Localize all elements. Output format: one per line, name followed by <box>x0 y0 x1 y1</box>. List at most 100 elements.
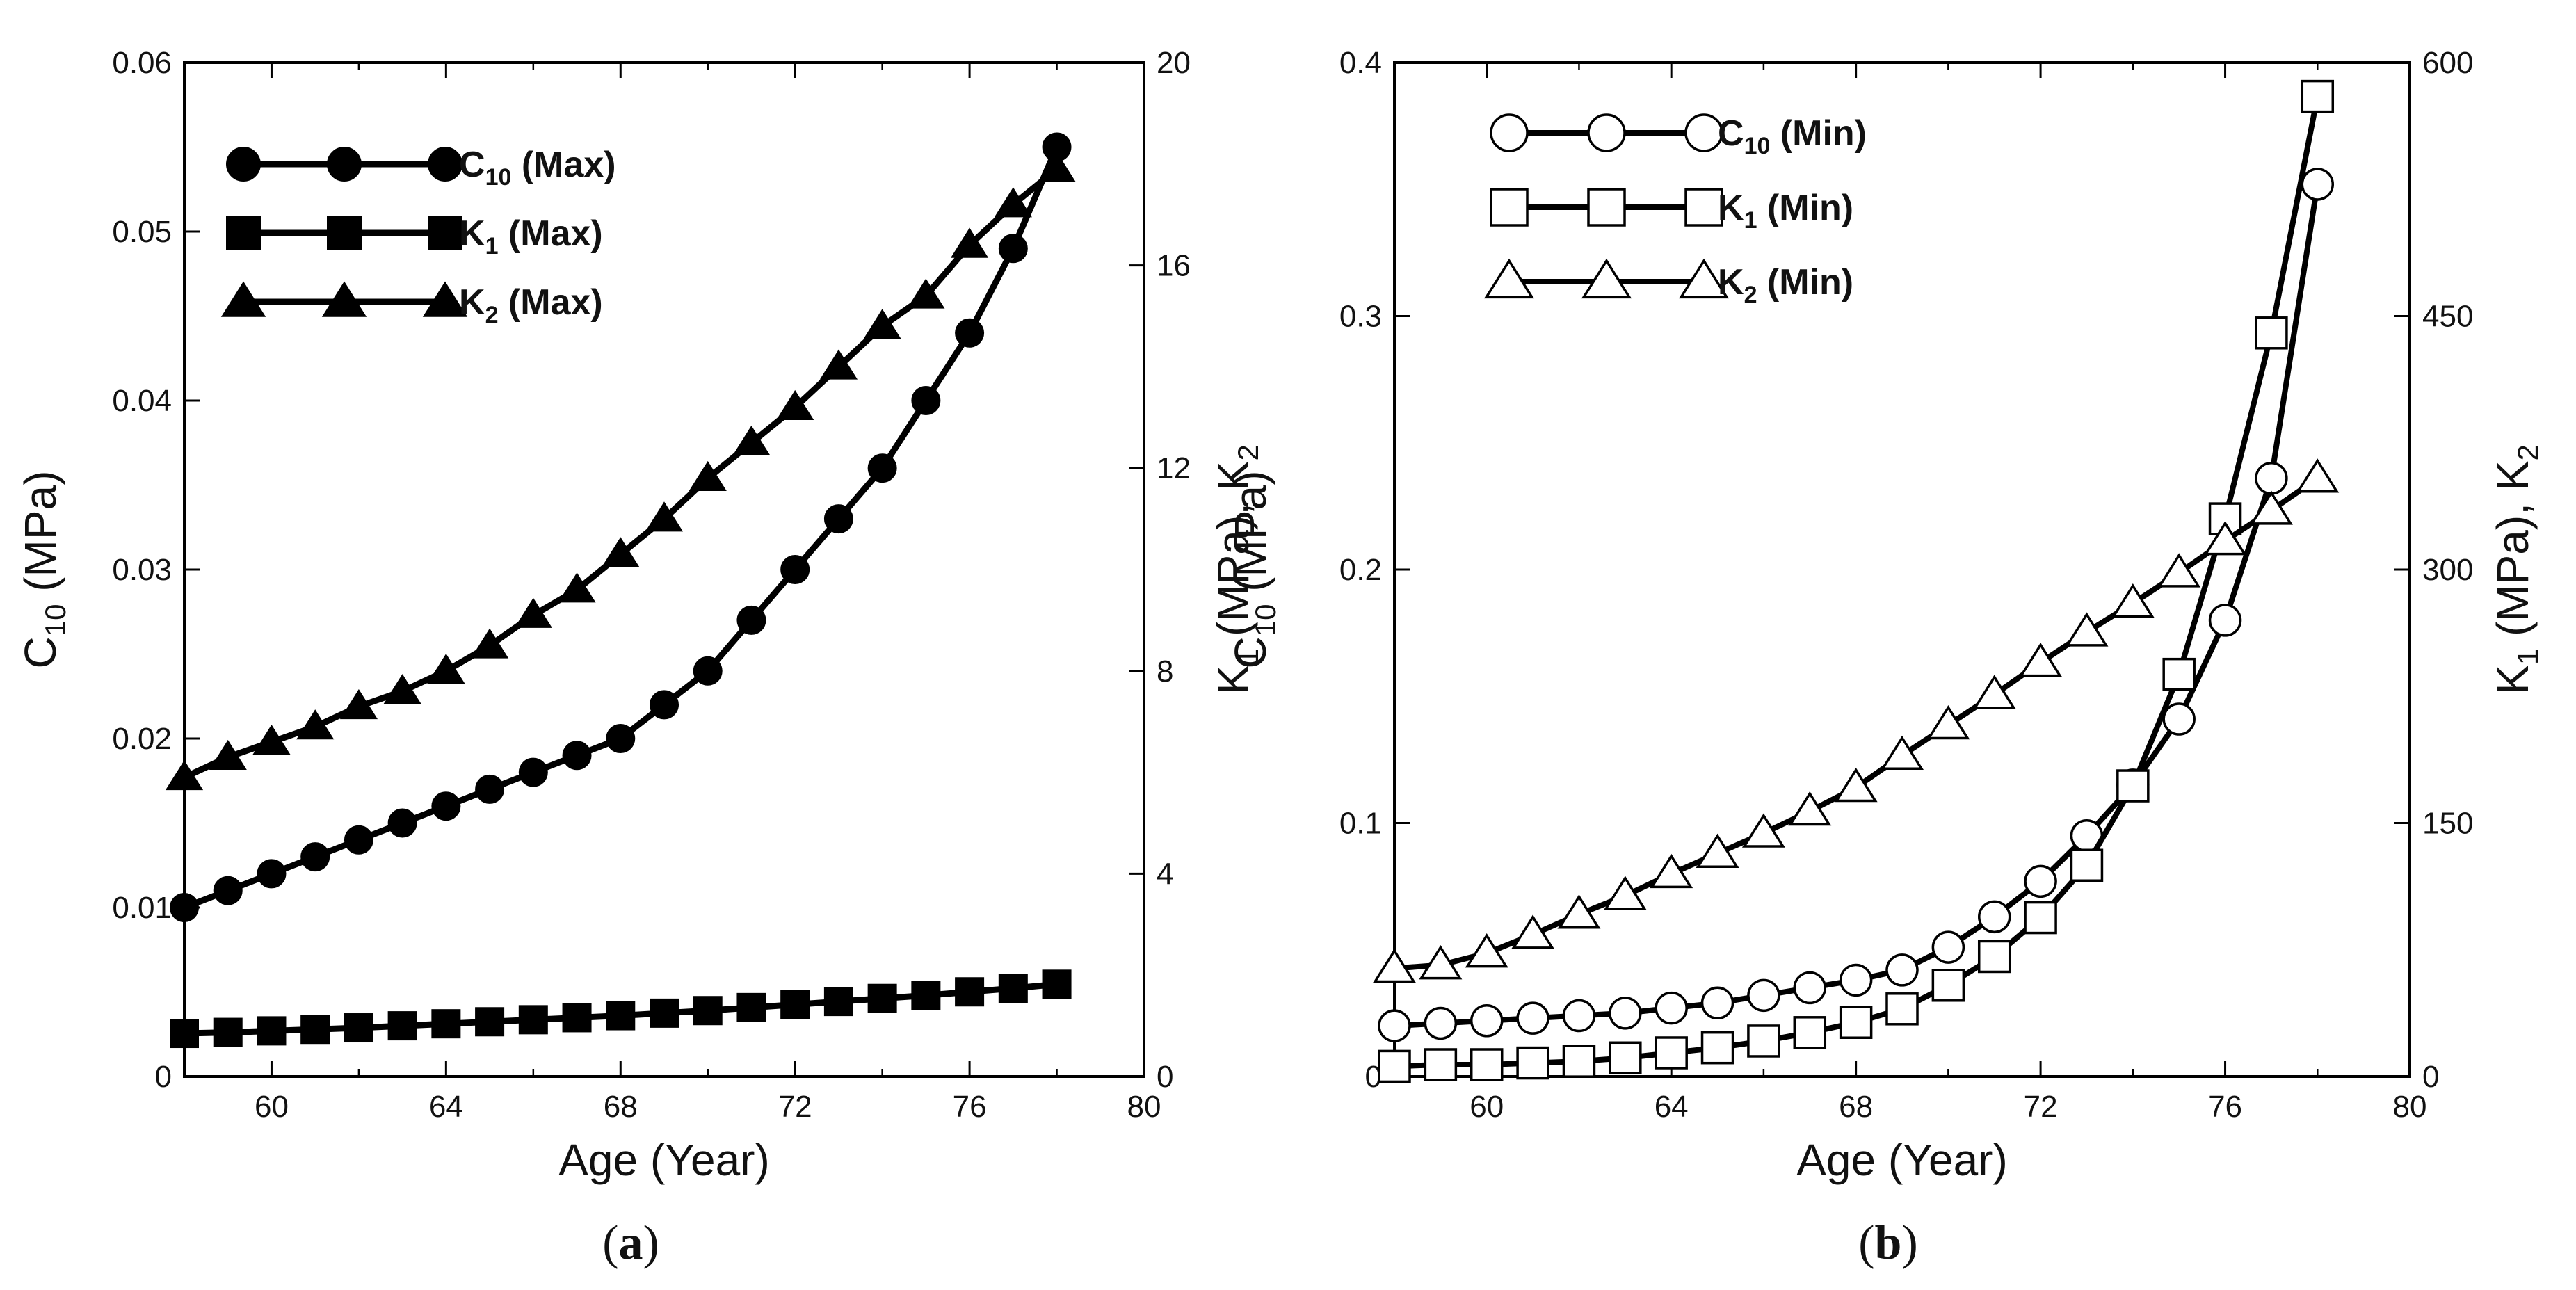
data-point-square <box>1747 1024 1780 1058</box>
chart-panel-b: 60 64 68 72 76 8000.10.20.30.40150300450600Ag… <box>1225 46 2544 1270</box>
x-tick-label: 76 <box>953 1090 987 1124</box>
y-right-tick-label: 0 <box>1157 1060 1173 1094</box>
data-point-square <box>2162 657 2196 691</box>
data-point-square <box>257 1016 287 1046</box>
legend-marker-triangle <box>1581 258 1632 299</box>
data-point-square <box>1042 969 1072 999</box>
data-point-circle <box>1885 953 1919 987</box>
data-point-triangle <box>1038 152 1076 182</box>
data-point-square <box>867 983 897 1013</box>
y-right-tick-label: 16 <box>1157 249 1191 283</box>
data-point-triangle <box>1557 894 1601 929</box>
data-point-circle <box>518 757 548 787</box>
data-point-circle <box>1470 1004 1504 1038</box>
legend-marker-triangle <box>220 281 266 317</box>
data-point-circle <box>2024 864 2057 898</box>
x-axis-label: Age (Year) <box>1796 1135 2008 1185</box>
data-point-square <box>1839 1006 1873 1039</box>
data-point-circle <box>1839 963 1873 997</box>
data-point-circle <box>2255 462 2288 495</box>
y-left-tick-label: 0 <box>155 1060 172 1094</box>
legend-marker-triangle <box>1678 258 1730 299</box>
data-point-circle <box>2208 604 2242 637</box>
legend-label: C10 (Min) <box>1718 113 1867 159</box>
data-point-triangle <box>209 739 247 770</box>
data-point-square <box>650 998 679 1028</box>
data-point-circle <box>1655 991 1688 1025</box>
legend-label: C10 (Max) <box>459 145 616 191</box>
legend-marker-square <box>226 216 261 250</box>
data-point-triangle <box>689 460 727 492</box>
data-point-circle <box>1977 900 2011 934</box>
y-left-tick-label: 0.05 <box>112 215 172 249</box>
chart-panel-a: 60 64 68 72 76 8000.010.020.030.040.050.06048… <box>15 46 1264 1270</box>
data-point-triangle <box>2111 583 2155 618</box>
data-point-circle <box>170 893 199 922</box>
data-point-circle <box>387 808 417 838</box>
legend-marker-square <box>327 216 362 250</box>
plot-frame <box>1393 61 2411 1078</box>
x-axis-label: Age (Year) <box>558 1135 770 1185</box>
data-point-circle <box>606 724 636 753</box>
legend-marker-circle <box>226 147 261 182</box>
data-point-square <box>1378 1049 1411 1083</box>
data-point-square <box>1609 1041 1642 1075</box>
data-point-circle <box>1378 1009 1411 1042</box>
x-tick-label: 60 <box>255 1090 289 1124</box>
data-point-circle <box>955 318 985 348</box>
y-left-tick-label: 0.03 <box>112 553 172 587</box>
data-point-triangle <box>819 349 858 380</box>
legend-marker-circle <box>428 147 462 182</box>
data-point-circle <box>300 842 330 872</box>
data-point-triangle <box>2157 553 2201 588</box>
data-point-triangle <box>1511 914 1555 949</box>
data-point-square <box>2255 316 2288 350</box>
data-point-triangle <box>1650 853 1693 889</box>
legend-label: K2 (Max) <box>459 282 603 328</box>
data-point-square <box>1516 1046 1549 1080</box>
series-line-triangle <box>183 166 1059 780</box>
data-point-circle <box>1609 997 1642 1030</box>
data-point-triangle <box>514 597 552 628</box>
data-point-circle <box>693 656 723 686</box>
x-tick-label: 72 <box>2024 1090 2058 1124</box>
data-point-triangle <box>339 688 378 720</box>
y-right-tick-label: 300 <box>2422 553 2473 587</box>
data-point-circle <box>998 234 1028 264</box>
legend-marker-circle <box>1684 113 1723 152</box>
y-left-tick-label: 0.01 <box>112 891 172 925</box>
data-point-circle <box>1793 971 1827 1005</box>
data-point-triangle <box>907 278 945 309</box>
x-tick-label: 80 <box>2393 1090 2427 1124</box>
data-point-triangle <box>2019 643 2063 677</box>
data-point-square <box>736 992 766 1022</box>
y-right-tick-label: 12 <box>1157 451 1191 485</box>
data-point-triangle <box>602 537 640 567</box>
y-left-axis-label: C10 (MPa) <box>1225 471 1282 669</box>
x-tick-label: 64 <box>429 1090 463 1124</box>
legend-marker-square <box>1490 188 1529 227</box>
data-point-square <box>1424 1048 1458 1081</box>
data-point-circle <box>1931 930 1965 964</box>
data-point-triangle <box>1926 704 1970 740</box>
y-left-tick-label: 0.3 <box>1339 300 1382 334</box>
data-point-circle <box>1747 978 1780 1013</box>
data-point-triangle <box>2296 458 2340 493</box>
y-left-tick-label: 0.4 <box>1339 46 1382 80</box>
data-point-square <box>344 1013 373 1043</box>
data-point-square <box>431 1009 461 1039</box>
panel-caption: (b) <box>1858 1216 1918 1270</box>
y-right-tick-label: 8 <box>1157 654 1173 688</box>
data-point-triangle <box>252 724 291 755</box>
data-point-triangle <box>863 309 901 339</box>
data-point-triangle <box>1972 675 2016 709</box>
data-point-square <box>693 996 723 1026</box>
data-point-circle <box>1562 999 1596 1033</box>
y-left-tick-label: 0.06 <box>112 46 172 80</box>
data-point-triangle <box>1741 813 1785 848</box>
data-point-square <box>1655 1036 1688 1070</box>
y-right-tick-label: 600 <box>2422 46 2473 80</box>
data-point-triangle <box>1465 933 1508 968</box>
data-point-triangle <box>645 501 684 532</box>
data-point-circle <box>562 741 592 771</box>
